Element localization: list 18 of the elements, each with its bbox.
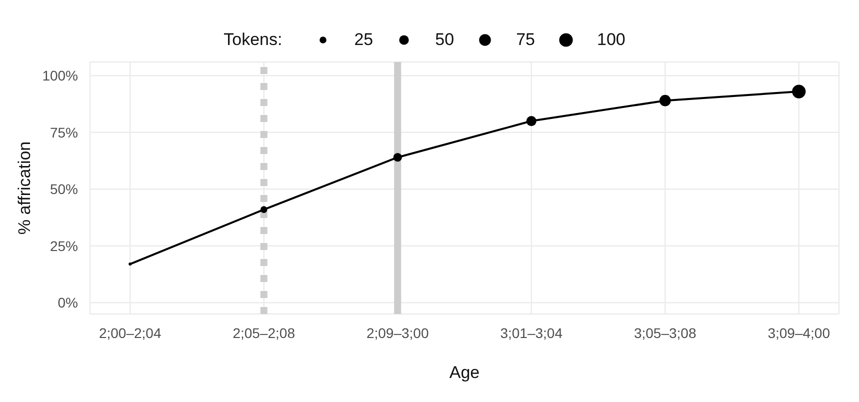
legend-label: 75	[516, 30, 535, 50]
x-tick-label: 3;01–3;04	[500, 324, 563, 341]
y-tick-label: 25%	[50, 238, 78, 254]
y-tick-label: 75%	[50, 124, 78, 140]
x-axis-title: Age	[449, 363, 480, 382]
x-tick-label: 2;00–2;04	[98, 324, 162, 341]
y-axis-title: % affrication	[15, 141, 34, 235]
y-tick-label: 50%	[50, 181, 78, 198]
legend-label: 100	[596, 30, 626, 50]
y-tick-label: 0%	[58, 294, 78, 311]
x-tick-label: 3;09–4;00	[768, 324, 830, 341]
legend-title: Tokens:	[224, 30, 282, 50]
x-tick-label: 2;09–3;00	[366, 324, 429, 341]
x-tick-label: 3;05–3;08	[634, 324, 696, 341]
y-tick-label: 100%	[42, 68, 78, 84]
legend-label: 50	[435, 30, 454, 50]
x-tick-label: 2;05–2;08	[232, 324, 296, 341]
legend-label: 25	[354, 30, 374, 50]
